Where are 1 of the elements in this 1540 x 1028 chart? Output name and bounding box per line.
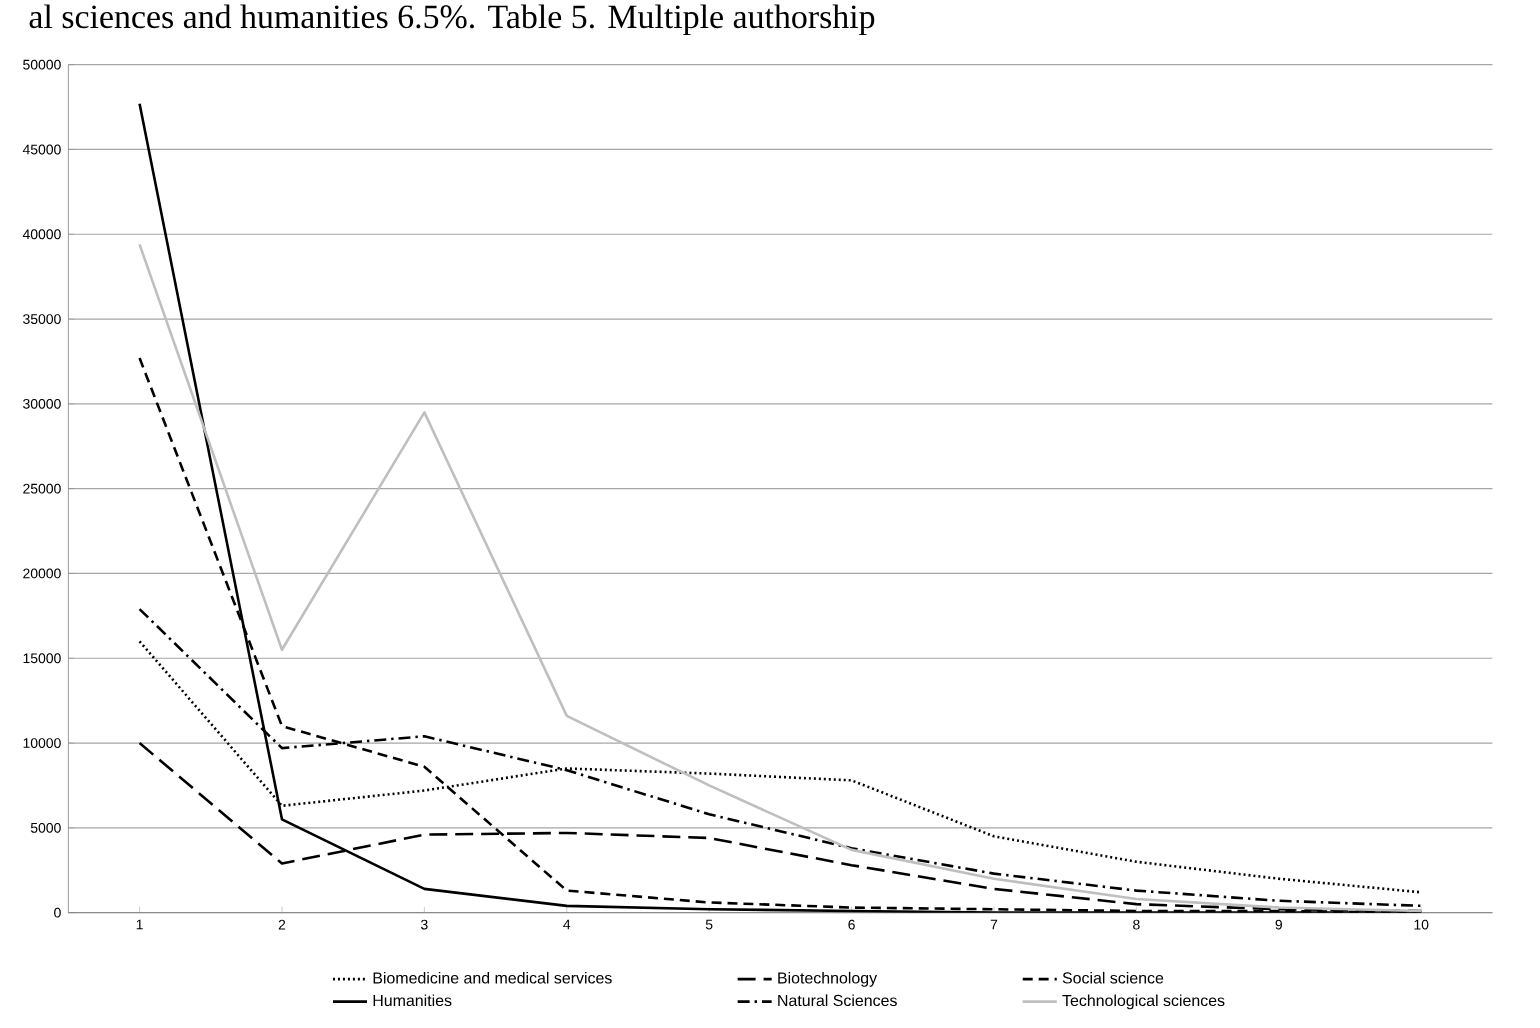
text: al sciences and humanities 6.5%. Table 5. Multiple authorship [29,4,875,36]
